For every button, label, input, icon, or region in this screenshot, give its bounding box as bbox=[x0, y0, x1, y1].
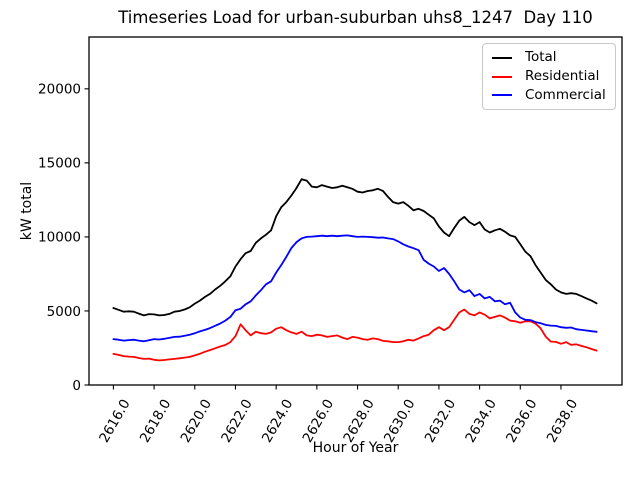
y-axis-label: kW total bbox=[19, 181, 35, 241]
x-tick-label: 2624.0 bbox=[259, 397, 296, 446]
legend-label-commercial: Commercial bbox=[525, 86, 606, 103]
legend-item-total: Total bbox=[492, 49, 606, 65]
legend-item-residential: Residential bbox=[492, 67, 606, 84]
chart-title: Timeseries Load for urban-suburban uhs8_… bbox=[118, 8, 593, 27]
x-tick-label: 2638.0 bbox=[544, 397, 581, 446]
y-tick-label: 0 bbox=[72, 378, 81, 394]
x-tick-label: 2622.0 bbox=[218, 397, 255, 446]
x-tick-label: 2626.0 bbox=[300, 397, 337, 446]
x-tick-label: 2628.0 bbox=[340, 397, 377, 446]
residential-line bbox=[112, 308, 598, 362]
x-tick-label: 2616.0 bbox=[96, 397, 133, 446]
commercial-line-swatch bbox=[492, 94, 512, 97]
y-tick-label: 20000 bbox=[38, 82, 81, 98]
residential-line-swatch bbox=[492, 75, 512, 78]
x-tick-label: 2618.0 bbox=[137, 397, 174, 446]
total-line-swatch bbox=[492, 56, 512, 59]
axes-frame bbox=[88, 36, 623, 386]
x-axis-label: Hour of Year bbox=[312, 440, 399, 456]
legend: Total Residential Commercial bbox=[482, 43, 616, 110]
y-tick-label: 5000 bbox=[47, 304, 81, 320]
x-tick-label: 2632.0 bbox=[422, 397, 459, 446]
legend-label-residential: Residential bbox=[525, 67, 600, 84]
x-tick-label: 2620.0 bbox=[178, 397, 215, 446]
total-line bbox=[112, 178, 598, 317]
x-tick-label: 2634.0 bbox=[462, 397, 499, 446]
y-tick-label: 15000 bbox=[38, 156, 81, 172]
commercial-line bbox=[112, 234, 598, 343]
legend-item-commercial: Commercial bbox=[492, 86, 606, 103]
x-tick-label: 2630.0 bbox=[381, 397, 418, 446]
legend-label-total: Total bbox=[525, 49, 557, 65]
y-tick-label: 10000 bbox=[38, 230, 81, 246]
x-tick-label: 2636.0 bbox=[503, 397, 540, 446]
